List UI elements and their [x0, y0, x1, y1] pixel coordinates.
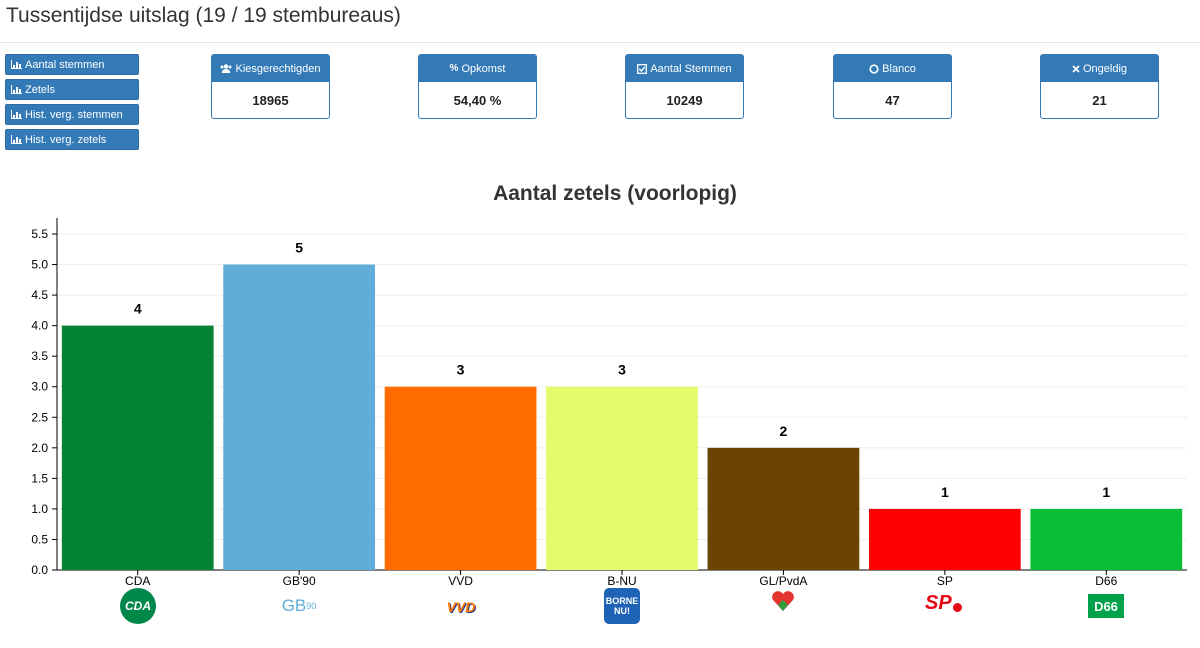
y-tick-label: 2.0	[31, 441, 48, 455]
stat-value: 18965	[212, 82, 329, 119]
bar-chart-icon	[11, 110, 22, 119]
stat-ongeldig: Ongeldig 21	[1040, 54, 1159, 119]
percent-icon: %	[450, 63, 459, 74]
bar-chart-icon	[11, 60, 22, 69]
side-nav: Aantal stemmen Zetels Hist. verg. stemme…	[5, 54, 139, 154]
y-tick-label: 3.5	[31, 349, 48, 363]
nav-button-aantal-stemmen[interactable]: Aantal stemmen	[5, 54, 139, 75]
x-tick-label: SP	[937, 574, 953, 588]
party-logo-sp: SP	[925, 588, 965, 618]
stat-header: Aantal Stemmen	[626, 55, 743, 82]
users-icon	[220, 64, 232, 73]
chart-title: Aantal zetels (voorlopig)	[493, 182, 737, 205]
y-tick-label: 5.5	[31, 227, 48, 241]
x-tick-label: CDA	[125, 574, 150, 588]
stat-header: Kiesgerechtigden	[212, 55, 329, 82]
nav-button-label: Hist. verg. zetels	[25, 134, 106, 146]
nav-button-label: Zetels	[25, 84, 55, 96]
bar-chart-icon	[11, 85, 22, 94]
nav-button-hist-verg-stemmen[interactable]: Hist. verg. stemmen	[5, 104, 139, 125]
x-tick-label: B-NU	[607, 574, 636, 588]
bar-chart-icon	[11, 135, 22, 144]
seats-bar-chart: Aantal zetels (voorlopig) 0.0 0.5 1.0 1.5 2.0…	[0, 170, 1200, 648]
y-tick-label: 4.5	[31, 288, 48, 302]
x-tick-label: GL/PvdA	[759, 574, 807, 588]
stat-header: % Opkomst	[419, 55, 536, 82]
x-tick-label: GB'90	[283, 574, 316, 588]
stat-label: Aantal Stemmen	[650, 63, 731, 75]
title-divider	[0, 42, 1200, 43]
party-logo-gb-90: GB 90	[279, 588, 319, 624]
stat-label: Ongeldig	[1083, 63, 1127, 75]
party-logo-b-nu: BORNE NU!	[604, 588, 640, 624]
stat-aantal-stemmen: Aantal Stemmen 10249	[625, 54, 744, 119]
times-icon	[1072, 65, 1080, 73]
stat-header: Blanco	[834, 55, 951, 82]
party-logo-d66: D66	[1088, 588, 1124, 618]
y-tick-label: 5.0	[31, 258, 48, 272]
nav-button-label: Hist. verg. stemmen	[25, 109, 123, 121]
y-tick-label: 1.5	[31, 471, 48, 485]
stat-value: 47	[834, 82, 951, 119]
stat-blanco: Blanco 47	[833, 54, 952, 119]
stat-label: Opkomst	[461, 63, 505, 75]
nav-button-zetels[interactable]: Zetels	[5, 79, 139, 100]
checkbox-icon	[637, 64, 647, 74]
stat-kiesgerechtigden: Kiesgerechtigden 18965	[211, 54, 330, 119]
bar	[546, 387, 698, 570]
x-tick-label: VVD	[448, 574, 473, 588]
data-label: 1	[941, 484, 949, 500]
y-tick-label: 4.0	[31, 319, 48, 333]
data-label: 3	[618, 362, 626, 378]
y-tick-label: 3.0	[31, 380, 48, 394]
circle-icon	[869, 64, 879, 74]
y-tick-label: 0.0	[31, 563, 48, 577]
nav-button-label: Aantal stemmen	[25, 59, 104, 71]
y-tick-label: 0.5	[31, 532, 48, 546]
data-label: 5	[295, 240, 303, 256]
stat-value: 10249	[626, 82, 743, 119]
stat-label: Blanco	[882, 63, 916, 75]
bar	[62, 326, 214, 570]
bar	[869, 509, 1021, 570]
bar	[1030, 509, 1182, 570]
party-logo-cda: CDA	[120, 588, 156, 624]
stat-header: Ongeldig	[1041, 55, 1158, 82]
data-label: 2	[780, 423, 788, 439]
data-label: 4	[134, 301, 142, 317]
bar	[385, 387, 537, 570]
y-tick-label: 1.0	[31, 502, 48, 516]
stat-value: 54,40 %	[419, 82, 536, 119]
party-logo-vvd: VVD	[443, 588, 479, 626]
nav-button-hist-verg-zetels[interactable]: Hist. verg. zetels	[5, 129, 139, 150]
party-logo-gl-pvda	[770, 588, 796, 619]
data-label: 1	[1102, 484, 1110, 500]
page-title: Tussentijdse uitslag (19 / 19 stembureau…	[6, 4, 401, 28]
y-tick-label: 2.5	[31, 410, 48, 424]
stat-value: 21	[1041, 82, 1158, 119]
data-label: 3	[457, 362, 465, 378]
stat-opkomst: % Opkomst 54,40 %	[418, 54, 537, 119]
stat-label: Kiesgerechtigden	[235, 63, 320, 75]
bar	[223, 265, 375, 570]
x-tick-label: D66	[1095, 574, 1117, 588]
bar	[708, 448, 860, 570]
